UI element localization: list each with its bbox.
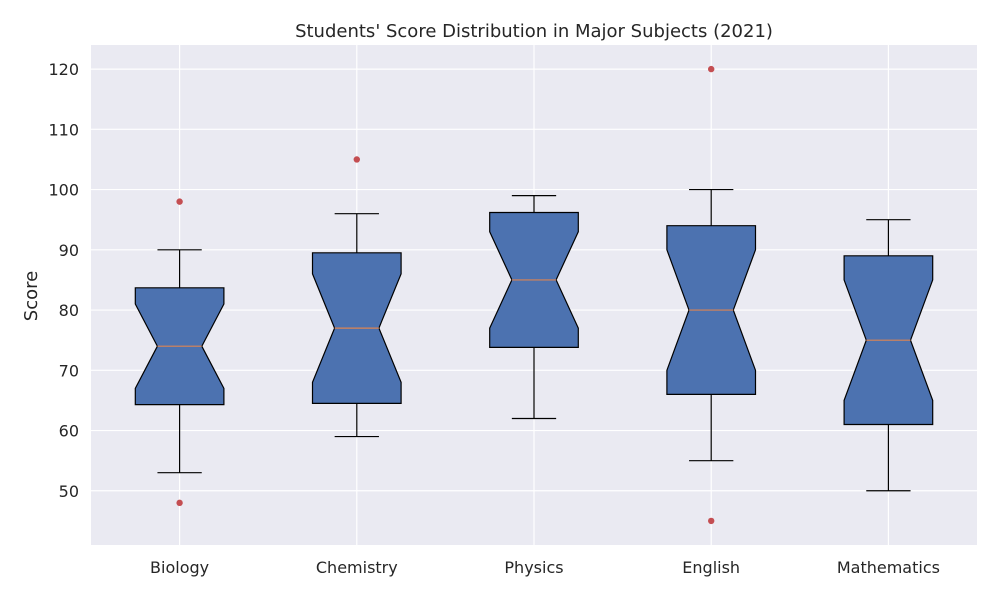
chart-title: Students' Score Distribution in Major Su…: [295, 21, 773, 42]
y-tick-label: 50: [59, 482, 79, 501]
x-tick-label: Chemistry: [316, 558, 398, 577]
y-tick-label: 90: [59, 241, 79, 260]
x-tick-label: Mathematics: [837, 558, 940, 577]
box-english: [666, 65, 757, 525]
outlier-point: [176, 198, 183, 205]
x-axis-ticks: Biology Chemistry Physics English Mathematic…: [150, 558, 940, 577]
y-tick-label: 100: [48, 181, 79, 200]
x-tick-label: Physics: [504, 558, 563, 577]
y-axis-label: Score: [21, 271, 42, 321]
outlier-point: [708, 65, 715, 73]
x-tick-label: Biology: [150, 558, 209, 577]
outlier-point: [176, 499, 183, 507]
y-tick-label: 80: [59, 301, 79, 320]
box-biology: [134, 198, 225, 507]
y-axis-ticks: 50 60 70 80 90 100 110 120: [48, 60, 79, 501]
outlier-point: [353, 156, 360, 163]
y-tick-label: 120: [48, 60, 79, 79]
boxes-layer: [134, 65, 934, 525]
y-tick-label: 70: [59, 361, 79, 380]
box-physics: [489, 195, 579, 420]
y-tick-label: 110: [48, 120, 79, 139]
outlier-point: [708, 517, 715, 525]
y-tick-label: 60: [59, 422, 79, 441]
box-chemistry: [311, 156, 402, 438]
x-tick-label: English: [682, 558, 740, 577]
box-mathematics: [843, 219, 934, 492]
